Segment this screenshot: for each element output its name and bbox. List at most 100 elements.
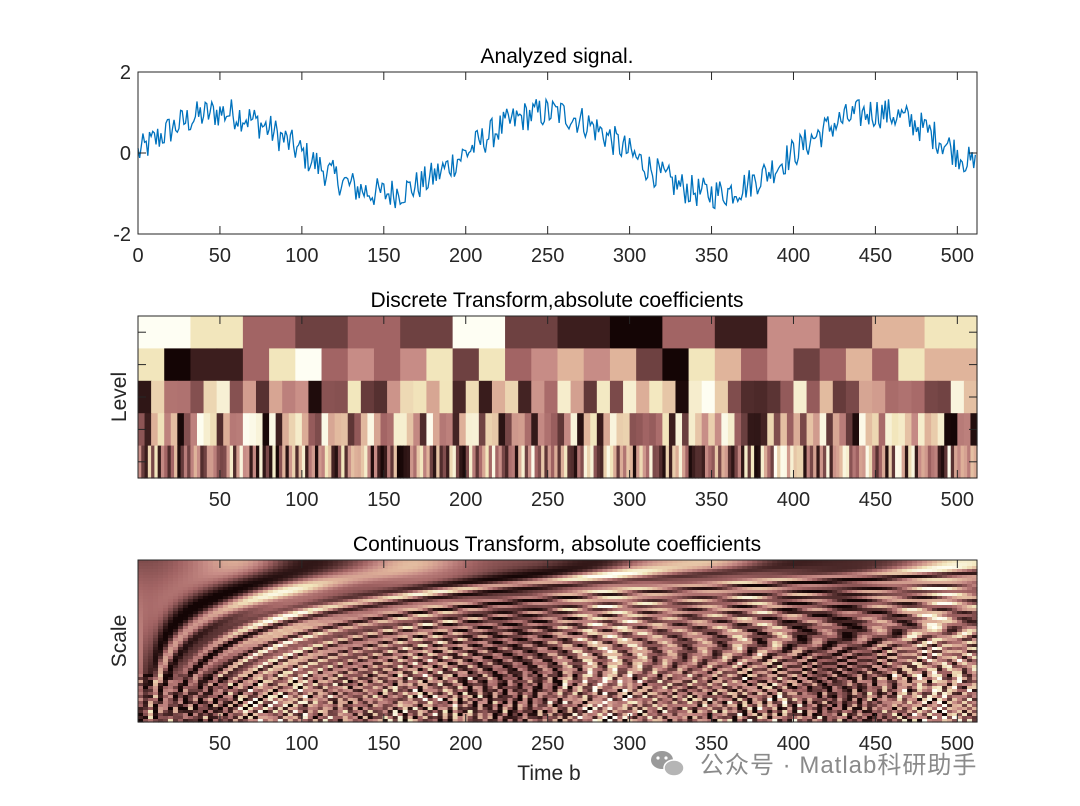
cwt-cell: [647, 566, 653, 570]
cwt-cell: [142, 626, 149, 630]
cwt-cell: [522, 593, 529, 597]
dwt-cell: [786, 413, 795, 447]
cwt-cell: [962, 560, 968, 564]
cwt-cell: [212, 599, 219, 603]
cwt-cell: [892, 575, 898, 579]
cwt-cell: [427, 587, 434, 591]
cwt-cell: [492, 575, 499, 579]
cwt-cell: [592, 587, 599, 591]
cwt-cell: [667, 626, 673, 630]
cwt-cell: [557, 617, 564, 621]
cwt-cell: [552, 593, 559, 597]
cwt-cell: [227, 629, 234, 633]
cwt-cell: [217, 608, 224, 612]
cwt-cell: [627, 584, 634, 588]
cwt-cell: [747, 608, 753, 612]
cwt-cell: [827, 563, 833, 567]
cwt-cell: [932, 590, 938, 594]
dwt-cell: [547, 445, 552, 479]
cwt-cell: [138, 620, 144, 624]
cwt-cell: [577, 596, 584, 600]
cwt-cell: [292, 563, 299, 567]
cwt-cell: [177, 572, 184, 576]
cwt-cell: [322, 587, 329, 591]
cwt-cell: [817, 635, 823, 639]
cwt-cell: [602, 605, 609, 609]
dwt-cell: [662, 348, 690, 382]
cwt-cell: [687, 584, 693, 588]
cwt-cell: [532, 623, 539, 627]
cwt-cell: [467, 575, 474, 579]
cwt-cell: [872, 632, 878, 636]
cwt-cell: [442, 602, 449, 606]
cwt-cell: [912, 632, 918, 636]
cwt-cell: [387, 593, 394, 597]
cwt-cell: [467, 623, 474, 627]
cwt-cell: [157, 617, 164, 621]
cwt-cell: [772, 593, 778, 597]
cwt-cell: [752, 623, 758, 627]
dwt-cell: [708, 445, 713, 479]
cwt-cell: [652, 605, 658, 609]
dwt-cell: [373, 380, 388, 414]
cwt-cell: [337, 632, 344, 636]
cwt-cell: [227, 587, 234, 591]
cwt-cell: [167, 635, 174, 639]
cwt-cell: [767, 572, 773, 576]
cwt-cell: [647, 590, 653, 594]
dwt-cell: [806, 413, 814, 447]
x-tick-label: 350: [695, 245, 728, 267]
cwt-cell: [502, 611, 509, 615]
cwt-cell: [942, 560, 948, 564]
cwt-cell: [337, 611, 344, 615]
cwt-cell: [807, 632, 813, 636]
cwt-cell: [717, 569, 723, 573]
cwt-cell: [192, 602, 199, 606]
cwt-cell: [142, 623, 149, 627]
cwt-cell: [152, 605, 159, 609]
cwt-cell: [517, 566, 524, 570]
cwt-cell: [682, 632, 688, 636]
cwt-cell: [707, 593, 713, 597]
cwt-cell: [952, 590, 958, 594]
cwt-cell: [422, 572, 429, 576]
cwt-cell: [512, 608, 519, 612]
cwt-cell: [972, 575, 978, 579]
cwt-cell: [452, 569, 459, 573]
cwt-cell: [972, 584, 978, 588]
cwt-cell: [752, 587, 758, 591]
cwt-cell: [757, 602, 763, 606]
cwt-cell: [652, 611, 658, 615]
cwt-cell: [182, 560, 189, 564]
cwt-cell: [857, 614, 863, 618]
cwt-cell: [747, 623, 753, 627]
cwt-cell: [472, 596, 479, 600]
cwt-cell: [777, 602, 783, 606]
cwt-cell: [292, 566, 299, 570]
cwt-cell: [202, 623, 209, 627]
cwt-cell: [962, 569, 968, 573]
cwt-cell: [507, 626, 514, 630]
cwt-cell: [572, 620, 579, 624]
cwt-cell: [697, 632, 703, 636]
dwt-cell: [583, 348, 611, 382]
cwt-cell: [722, 632, 728, 636]
cwt-cell: [747, 563, 753, 567]
cwt-cell: [402, 572, 409, 576]
cwt-cell: [332, 569, 339, 573]
cwt-cell: [907, 596, 913, 600]
cwt-cell: [227, 566, 234, 570]
cwt-cell: [712, 593, 718, 597]
cwt-cell: [602, 629, 609, 633]
cwt-cell: [297, 575, 304, 579]
cwt-cell: [162, 578, 169, 582]
cwt-cell: [142, 581, 149, 585]
cwt-cell: [162, 635, 169, 639]
cwt-cell: [457, 566, 464, 570]
cwt-cell: [227, 620, 234, 624]
cwt-cell: [932, 578, 938, 582]
cwt-cell: [317, 596, 324, 600]
cwt-cell: [327, 569, 334, 573]
cwt-cell: [657, 590, 663, 594]
cwt-cell: [447, 626, 454, 630]
